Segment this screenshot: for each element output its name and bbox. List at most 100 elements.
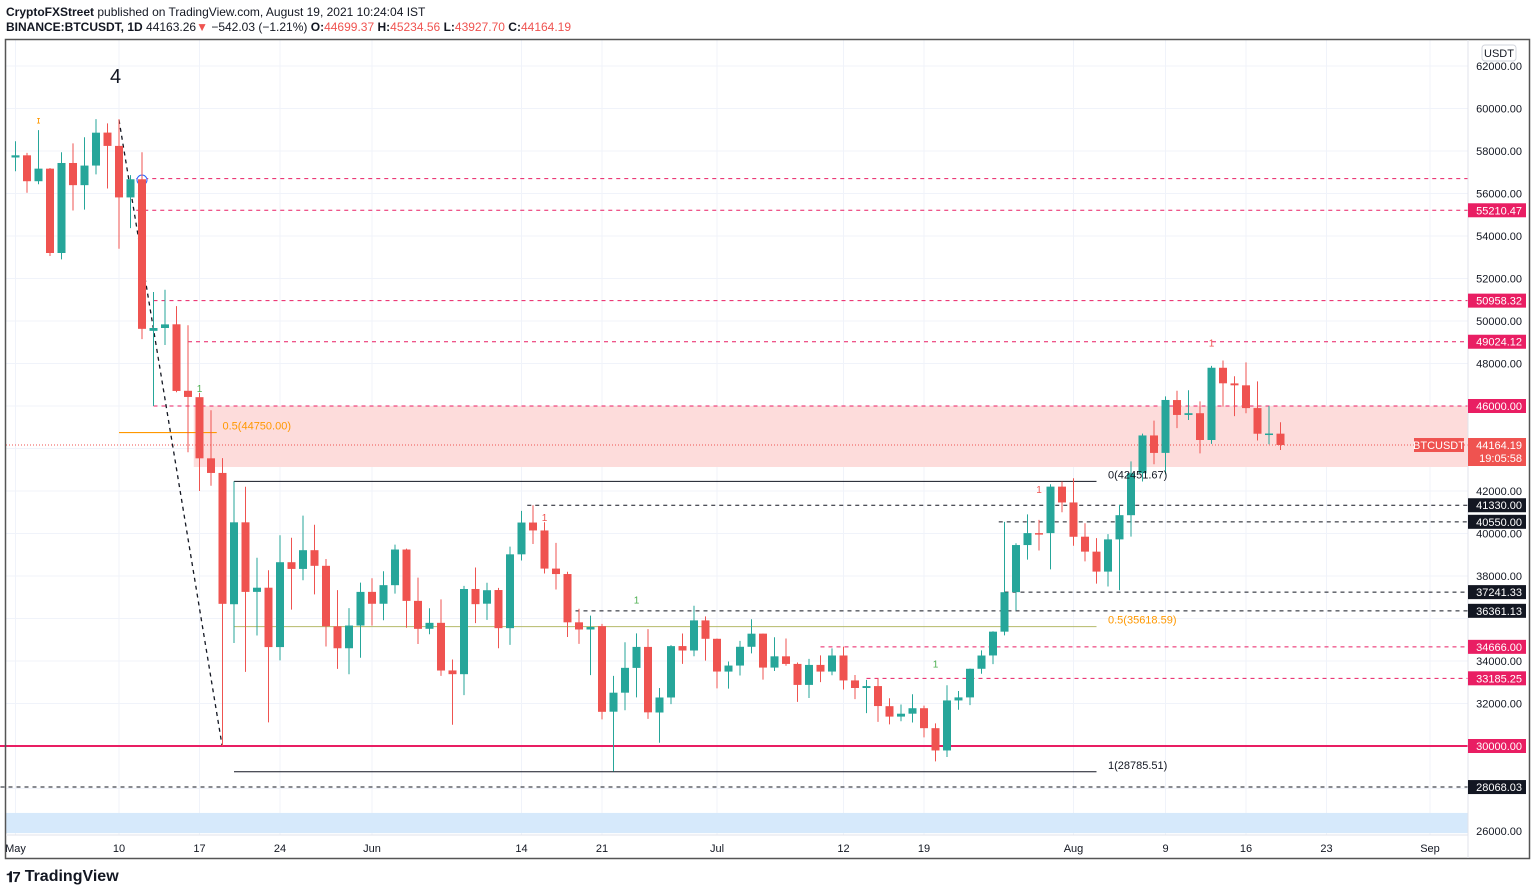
candle-down — [713, 638, 721, 672]
fib-label: 0.5(35618.59) — [1108, 615, 1177, 627]
price-tick-label: 54000.00 — [1476, 231, 1522, 243]
candle-up — [943, 700, 951, 751]
candle-down — [322, 565, 330, 627]
candle-up — [149, 328, 158, 331]
price-tick-label: 34000.00 — [1476, 656, 1522, 668]
candle-down — [437, 622, 445, 671]
candle-down — [287, 562, 296, 569]
time-axis[interactable]: May 10 17 24 Jun 14 21 Jul 12 19 Aug 9 16 23 Sep — [5, 843, 1440, 855]
candle-down — [46, 168, 54, 253]
td-sequential-marker: 1 — [933, 659, 939, 670]
close-label: C: — [508, 20, 521, 34]
candle-down — [874, 686, 882, 707]
td-sequential-marker: 1 — [1209, 339, 1215, 350]
symbol-name[interactable]: BINANCE:BTCUSDT, 1D — [6, 20, 143, 34]
candle-down — [1035, 533, 1043, 535]
candle-down — [759, 633, 767, 668]
high-label: H: — [377, 20, 391, 34]
candle-down — [172, 324, 181, 391]
time-tick-label: 24 — [274, 843, 286, 855]
price-tick-label: 60000.00 — [1476, 104, 1522, 116]
candle-up — [908, 708, 917, 714]
td-sequential-marker: 1 — [542, 513, 548, 524]
zones — [6, 406, 1468, 834]
candle-down — [701, 620, 710, 639]
candle-down — [184, 390, 192, 397]
candle-up — [11, 155, 20, 158]
candle-up — [1127, 473, 1135, 516]
candle-up — [57, 162, 66, 253]
candle-down — [69, 162, 77, 186]
price-tick-label: 50000.00 — [1476, 316, 1522, 328]
candle-down — [414, 600, 422, 629]
down-arrow-icon: ▼ — [196, 20, 208, 34]
candle-up — [690, 620, 698, 651]
candle-up — [667, 646, 675, 698]
candle-down — [333, 626, 342, 649]
price-tag-label: 40550.00 — [1476, 517, 1522, 529]
candle-up — [621, 667, 629, 693]
candle-up — [1023, 533, 1032, 546]
price-tag-label: 33185.25 — [1476, 673, 1522, 685]
candle-down — [920, 708, 928, 729]
price-axis[interactable]: USDT 62000.00 60000.00 58000.00 56000.00 540… — [1476, 44, 1522, 838]
candle-down — [678, 646, 687, 651]
price-tag-label: 50958.32 — [1476, 296, 1522, 308]
candle-up — [425, 622, 434, 629]
candle-up — [609, 692, 618, 712]
candle-up — [161, 324, 169, 328]
time-tick-label: 19 — [918, 843, 930, 855]
candle-down — [1253, 408, 1262, 434]
time-tick-label: May — [5, 843, 26, 855]
wave-label: 4 — [110, 66, 121, 88]
candle-down — [598, 626, 606, 712]
candle-down — [1219, 367, 1227, 384]
time-tick-label: 21 — [596, 843, 608, 855]
candle-up — [1138, 435, 1147, 474]
published-text: published on TradingView.com, August 19,… — [97, 5, 426, 19]
candle-down — [1081, 536, 1089, 552]
price-tag — [1468, 739, 1526, 753]
countdown-label: 19:05:58 — [1479, 453, 1522, 465]
candle-down — [931, 728, 940, 751]
price-tag — [1468, 203, 1526, 218]
td-sequential-marker: 1 — [1036, 485, 1042, 496]
candle-up — [253, 587, 261, 592]
candle-up — [92, 132, 100, 166]
candle-down — [1196, 413, 1204, 440]
candle-up — [299, 550, 307, 569]
price-tags: 55210.47 50958.32 49024.12 46000.00 41330.00… — [1413, 203, 1526, 795]
candle-up — [1161, 399, 1170, 453]
currency-badge[interactable] — [1481, 44, 1517, 62]
candle-down — [816, 664, 825, 672]
candle-up — [460, 589, 468, 675]
candle-up — [1104, 539, 1112, 572]
candle-down — [207, 458, 215, 473]
td-sequential-marker: ɪ — [37, 115, 41, 126]
time-tick-label: Jun — [363, 843, 381, 855]
candle-up — [356, 591, 365, 626]
tradingview-logo[interactable]: 𝟏7 TradingView — [6, 868, 119, 886]
candle-up — [770, 656, 779, 668]
candle-down — [241, 522, 250, 592]
candle-up — [1115, 515, 1124, 540]
price-tag-label: 37241.33 — [1476, 587, 1522, 599]
candle-up — [230, 522, 238, 605]
candle-down — [529, 522, 537, 531]
close-value: 44164.19 — [520, 20, 572, 34]
candle-up — [517, 522, 526, 555]
td-sequential-marker: 1 — [197, 384, 203, 395]
price-tag — [1468, 639, 1526, 654]
price-tag-label: 30000.00 — [1476, 741, 1522, 753]
price-tag — [1468, 585, 1526, 600]
current-price-label: 44164.19 — [1476, 440, 1522, 452]
time-tick-label: 16 — [1240, 843, 1252, 855]
candle-down — [1058, 486, 1066, 503]
time-tick-label: 12 — [837, 843, 849, 855]
low-label: L: — [443, 20, 455, 34]
low-value: 43927.70 — [454, 20, 505, 34]
candle-down — [1092, 551, 1101, 572]
candle-up — [632, 646, 641, 668]
candle-up — [977, 655, 986, 669]
